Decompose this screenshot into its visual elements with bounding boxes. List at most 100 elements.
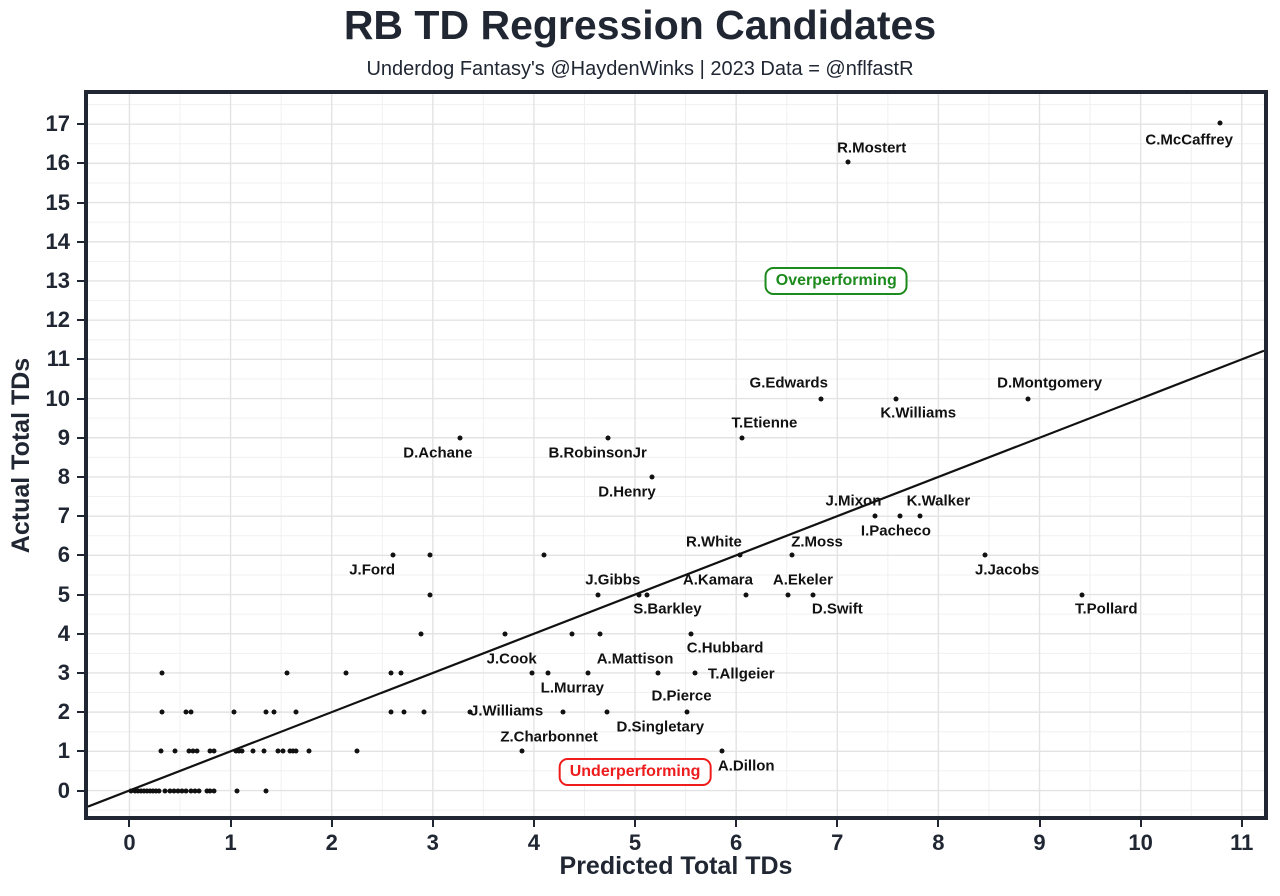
player-label-a-mattison: A.Mattison: [596, 650, 674, 668]
data-point: [183, 788, 189, 794]
y-tick-label: 13: [45, 267, 70, 293]
player-label-g-edwards: G.Edwards: [749, 374, 828, 392]
data-point: [293, 748, 299, 754]
y-tick-label: 6: [57, 542, 70, 568]
x-tick-label: 10: [1128, 830, 1153, 855]
data-point: [211, 748, 217, 754]
data-point-d-swift: [810, 592, 816, 598]
player-label-a-kamara: A.Kamara: [682, 571, 753, 589]
data-point: [190, 748, 196, 754]
y-tick-mark: [77, 240, 84, 243]
y-tick-label: 14: [45, 228, 70, 254]
player-label-t-allgeier: T.Allgeier: [707, 665, 775, 683]
data-point: [132, 788, 137, 794]
data-point: [250, 748, 256, 754]
data-point: [401, 709, 407, 715]
y-tick-mark: [77, 279, 84, 282]
y-tick-label: 4: [57, 620, 70, 646]
x-axis-title: Predicted Total TDs: [559, 852, 793, 880]
data-point-c-hubbard: [688, 631, 694, 637]
x-tick-mark: [229, 820, 232, 827]
data-point: [427, 552, 433, 558]
player-label-k-walker: K.Walker: [906, 492, 971, 510]
y-tick-label: 3: [57, 659, 70, 685]
y-tick-label: 9: [57, 424, 70, 450]
x-tick-mark: [1240, 820, 1243, 827]
player-label-j-gibbs: J.Gibbs: [585, 571, 641, 589]
data-point-i-pacheco: [897, 513, 903, 519]
player-label-d-swift: D.Swift: [811, 600, 863, 618]
player-label-j-mixon: J.Mixon: [825, 492, 882, 510]
data-point-d-pierce: [684, 709, 690, 715]
data-point-s-barkley: [644, 592, 650, 598]
x-tick-mark: [937, 820, 940, 827]
player-label-c-mccaffrey: C.McCaffrey: [1145, 131, 1233, 149]
data-point: [135, 788, 141, 794]
x-tick-label: 2: [325, 830, 338, 855]
y-tick-mark: [77, 162, 84, 165]
x-tick-mark: [836, 820, 839, 827]
data-point-d-henry: [649, 474, 655, 480]
data-point: [150, 788, 156, 794]
data-point: [147, 788, 153, 794]
x-tick-mark: [431, 820, 434, 827]
data-point: [153, 788, 159, 794]
data-point: [207, 748, 213, 754]
data-point-r-white: [737, 552, 743, 558]
plot-panel: C.McCaffrey R.Mostert G.Edwards D.Montgomer…: [84, 90, 1268, 820]
data-point: [175, 788, 181, 794]
data-point: [636, 592, 642, 598]
data-point: [188, 788, 194, 794]
data-point: [196, 788, 202, 794]
player-label-t-pollard: T.Pollard: [1074, 600, 1138, 618]
y-tick-label: 0: [57, 777, 70, 803]
x-tick-mark: [735, 820, 738, 827]
data-point: [236, 748, 242, 754]
y-tick-label: 2: [57, 699, 70, 725]
data-point-k-walker: [917, 513, 923, 519]
data-point: [545, 670, 551, 676]
data-point-d-montgomery: [1025, 396, 1031, 402]
data-point-z-moss: [789, 552, 795, 558]
x-tick-label: 8: [932, 830, 945, 855]
x-tick-label: 5: [628, 830, 642, 855]
x-tick-mark: [1038, 820, 1041, 827]
y-tick-label: 1: [57, 738, 70, 764]
player-label-r-white: R.White: [685, 533, 742, 551]
data-point: [186, 748, 192, 754]
y-tick-mark: [77, 319, 84, 322]
data-point: [597, 631, 603, 637]
data-point: [427, 592, 433, 598]
data-point: [343, 670, 349, 676]
data-point: [179, 788, 185, 794]
data-point: [231, 709, 237, 715]
player-label-d-montgomery: D.Montgomery: [997, 374, 1103, 392]
data-point: [211, 788, 217, 794]
data-point-d-singletary: [604, 709, 610, 715]
data-point-t-allgeier: [692, 670, 698, 676]
data-point-z-charbonnet: [519, 748, 525, 754]
data-point: [138, 788, 144, 794]
player-label-r-mostert: R.Mostert: [837, 139, 907, 157]
data-point: [388, 670, 394, 676]
data-point: [388, 709, 394, 715]
x-tick-mark: [634, 820, 637, 827]
data-point: [263, 788, 269, 794]
data-point: [188, 709, 194, 715]
player-label-a-ekeler: A.Ekeler: [772, 571, 833, 589]
data-point-r-mostert: [845, 159, 851, 165]
player-label-j-ford: J.Ford: [349, 561, 396, 579]
data-point: [172, 748, 178, 754]
x-tick-label: 7: [831, 830, 844, 855]
y-tick-mark: [77, 750, 84, 753]
data-point: [280, 748, 286, 754]
data-point-c-mccaffrey: [1217, 120, 1222, 126]
data-point-t-pollard: [1079, 592, 1085, 598]
player-label-b-robinsonjr: B.RobinsonJr: [548, 444, 647, 462]
player-label-j-cook: J.Cook: [486, 650, 537, 668]
player-label-j-jacobs: J.Jacobs: [975, 561, 1040, 579]
x-tick-label: 11: [1230, 830, 1254, 855]
data-point: [263, 709, 269, 715]
player-label-s-barkley: S.Barkley: [633, 600, 702, 618]
data-point: [239, 748, 245, 754]
